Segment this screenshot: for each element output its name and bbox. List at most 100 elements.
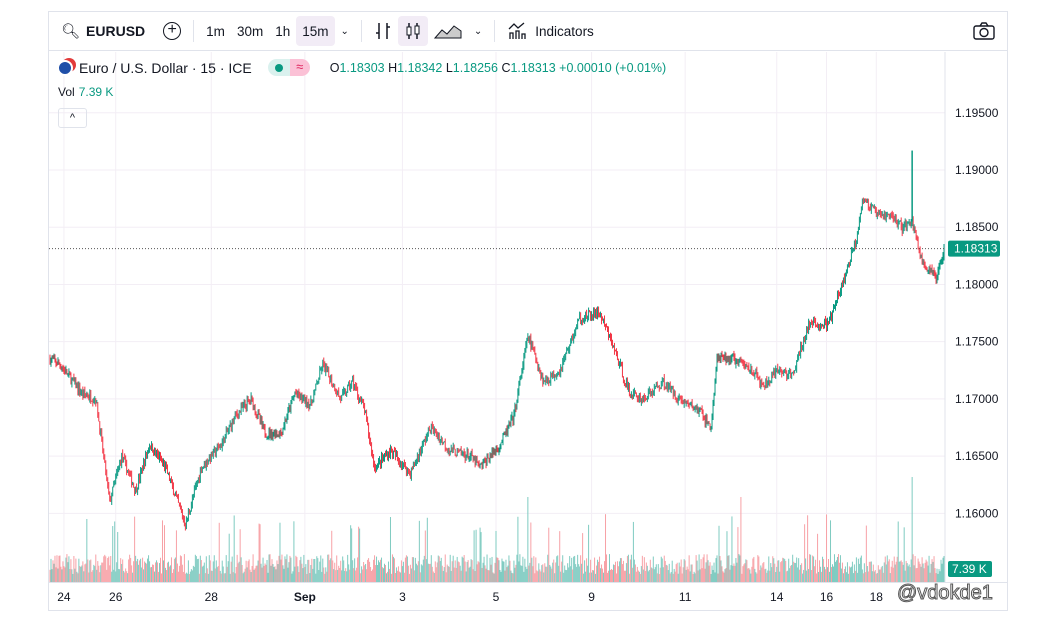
volume-bar (250, 572, 252, 582)
candles-style-button[interactable] (397, 16, 428, 46)
volume-bar (384, 565, 386, 582)
volume-bar (170, 557, 172, 582)
volume-bar (140, 558, 142, 582)
time-axis[interactable]: 24 26 28 Sep 3 5 9 11 14 16 18 (49, 582, 1007, 610)
volume-bar (150, 567, 152, 582)
volume-bar (713, 562, 715, 582)
volume-bar (206, 568, 208, 582)
volume-bar (734, 565, 736, 582)
volume-bar (374, 555, 376, 582)
volume-bar (122, 559, 124, 582)
volume-bar (845, 572, 847, 582)
volume-bar (921, 557, 923, 582)
volume-bar (406, 556, 408, 582)
volume-bar (70, 559, 72, 582)
interval-dropdown[interactable]: ⌄ (335, 16, 355, 46)
volume-bar (849, 567, 851, 582)
volume-bar (709, 562, 711, 582)
volume-bar (925, 559, 927, 582)
collapse-legend-button[interactable]: ^ (58, 108, 87, 128)
volume-bar (687, 569, 689, 582)
price-chart[interactable]: 1.19500 1.19000 1.18500 1.18000 1.17500 1.170… (49, 52, 1007, 582)
volume-bar (90, 559, 92, 582)
volume-bar (286, 554, 288, 582)
volume-bar (567, 563, 569, 582)
volume-bar (369, 561, 371, 582)
area-style-button[interactable] (428, 16, 468, 46)
volume-bar (589, 572, 591, 582)
volume-bar (487, 570, 489, 582)
volume-bar (147, 558, 149, 582)
volume-bar (245, 560, 247, 582)
volume-bar (228, 533, 230, 582)
volume-bar (131, 565, 133, 582)
volume-bar (737, 527, 739, 582)
volume-bar (145, 562, 147, 582)
volume-bar (689, 571, 691, 582)
volume-bar (349, 569, 351, 582)
volume-bar (937, 573, 939, 582)
volume-bar (317, 558, 319, 582)
compare-button[interactable]: + (157, 16, 187, 46)
volume-bar (221, 560, 223, 582)
volume-bar (492, 572, 494, 582)
volume-bar (202, 565, 204, 582)
volume-bar (321, 571, 323, 582)
volume-bar (628, 573, 630, 582)
indicators-button[interactable]: Indicators (501, 16, 600, 46)
date-tick-label: 11 (678, 590, 692, 604)
interval-1m[interactable]: 1m (206, 23, 225, 39)
bars-style-button[interactable] (368, 16, 398, 46)
volume-bar (186, 573, 188, 582)
volume-bar (926, 561, 928, 582)
volume-bar (493, 573, 495, 582)
screenshot-button[interactable] (967, 16, 1001, 46)
volume-bar (886, 555, 888, 582)
volume-bar (684, 560, 686, 582)
volume-bar (741, 573, 743, 582)
volume-bar (614, 561, 616, 582)
volume-bar (804, 524, 806, 582)
volume-bar (454, 560, 456, 582)
interval-1h[interactable]: 1h (275, 23, 291, 39)
symbol-search-button[interactable]: 🔍︎ EURUSD (55, 16, 151, 46)
volume-bar (353, 568, 355, 582)
chevron-down-icon: ⌄ (473, 25, 483, 37)
volume-bar (590, 559, 592, 582)
volume-bar (328, 554, 330, 582)
volume-bar (550, 566, 552, 582)
volume-bar (167, 561, 169, 582)
volume-bar (553, 559, 555, 582)
volume-bar (642, 569, 644, 582)
divider (494, 20, 496, 42)
volume-bar (813, 556, 815, 582)
volume-bar (80, 566, 82, 582)
volume-bar (840, 568, 842, 582)
interval-15m[interactable]: 15m (296, 16, 335, 46)
volume-bar (259, 524, 261, 582)
chart-type-dropdown[interactable]: ⌄ (468, 16, 488, 46)
volume-bar (413, 570, 415, 582)
volume-bar (363, 562, 365, 582)
volume-bar (213, 555, 215, 582)
volume-bar (76, 571, 78, 582)
interval-30m[interactable]: 30m (236, 23, 264, 39)
volume-bar (850, 566, 852, 582)
volume-bar (180, 556, 182, 582)
volume-bar (569, 556, 571, 582)
volume-bar (856, 572, 858, 582)
volume-bar (320, 555, 322, 582)
volume-bar (391, 554, 393, 582)
volume-bar (267, 572, 269, 582)
volume-bar (112, 526, 114, 582)
volume-bar (173, 558, 175, 582)
volume-bar (51, 569, 53, 582)
volume-bar (729, 569, 731, 582)
market-status-badge[interactable]: ≈ (267, 59, 310, 76)
volume-bar (538, 563, 540, 582)
volume-bar (310, 565, 312, 582)
volume-bar (53, 563, 55, 582)
volume-bar (388, 568, 390, 582)
price-tick-label: 1.18500 (955, 220, 999, 234)
volume-bar (677, 573, 679, 582)
